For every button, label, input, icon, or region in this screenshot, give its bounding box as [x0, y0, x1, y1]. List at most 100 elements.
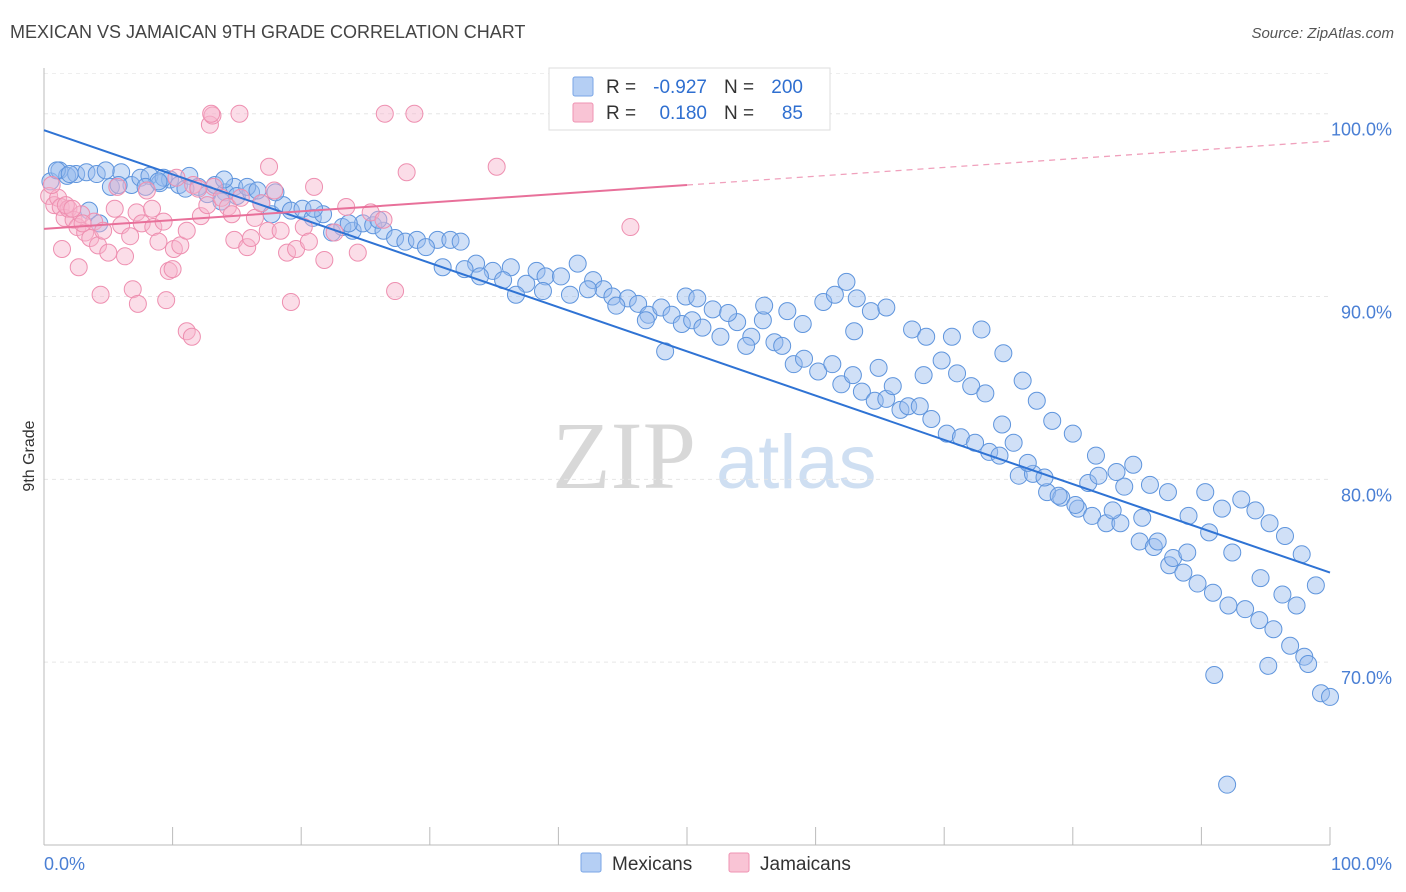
mexican-point	[861, 302, 880, 321]
watermark-zip: ZIP	[552, 402, 696, 509]
jamaican-point	[127, 203, 146, 222]
jamaican-point	[299, 232, 318, 251]
mexican-point	[753, 311, 772, 330]
mexican-point	[1124, 455, 1143, 474]
mexican-point	[1066, 495, 1085, 514]
mexican-point	[937, 424, 956, 443]
jamaican-point	[123, 280, 142, 299]
mexican-point	[784, 355, 803, 374]
mexican-point	[1043, 411, 1062, 430]
mexican-point	[1218, 775, 1237, 794]
mexican-point	[948, 364, 967, 383]
mexican-point	[1275, 527, 1294, 546]
mexican-point	[238, 177, 257, 196]
mexican-point	[603, 287, 622, 306]
chart-title: MEXICAN VS JAMAICAN 9TH GRADE CORRELATIO…	[10, 22, 525, 42]
mexican-point	[533, 282, 552, 301]
mexican-point	[1089, 466, 1108, 485]
mexican-point	[60, 165, 79, 184]
mexican-point	[1205, 665, 1224, 684]
jamaican-point	[182, 327, 201, 346]
legend-n-label: N =	[724, 103, 754, 124]
jamaican-point	[128, 294, 147, 313]
jamaican-point	[222, 205, 241, 224]
mexican-point	[607, 296, 626, 315]
jamaican-point	[69, 258, 88, 277]
jamaican-point	[63, 199, 82, 218]
mexican-point	[1086, 446, 1105, 465]
mexican-point	[1306, 576, 1325, 595]
mexican-point	[386, 229, 405, 248]
mexican-point	[1259, 656, 1278, 675]
mexican-point	[58, 166, 77, 185]
mexican-point	[1103, 501, 1122, 520]
mexican-point	[1246, 501, 1265, 520]
y-axis-label: 9th Grade	[21, 420, 38, 491]
bottom-legend-swatch-mexicans	[580, 852, 602, 873]
mexican-point	[662, 305, 681, 324]
mexican-point	[1264, 620, 1283, 639]
jamaican-point	[198, 196, 217, 215]
jamaican-point	[487, 157, 506, 176]
mexican-point	[428, 230, 447, 249]
jamaican-point	[163, 260, 182, 279]
bottom-legend-mexicans: Mexicans	[612, 854, 692, 875]
y-tick-label: 80.0%	[1341, 485, 1392, 505]
mexican-point	[1203, 583, 1222, 602]
mexican-point	[1004, 433, 1023, 452]
axes	[43, 68, 1331, 846]
y-tick-label: 100.0%	[1331, 120, 1392, 140]
jamaican-point	[40, 186, 59, 205]
mexican-point	[728, 313, 747, 332]
jamaican-point	[271, 221, 290, 240]
mexican-point	[1321, 687, 1339, 706]
mexican-point	[1063, 424, 1082, 443]
legend: R = -0.927 N = 200 R = 0.180 N = 85	[548, 67, 831, 131]
jamaican-trend-line	[43, 184, 688, 230]
jamaican-point	[191, 207, 210, 226]
mexican-point	[1212, 499, 1231, 518]
trend-lines	[43, 129, 1331, 574]
bottom-legend-jamaicans: Jamaicans	[760, 854, 851, 875]
mexican-point	[636, 311, 655, 330]
mexican-point	[993, 415, 1012, 434]
mexican-point	[451, 232, 470, 251]
mexican-point	[932, 351, 951, 370]
mexican-point	[825, 285, 844, 304]
jamaican-point	[265, 181, 284, 200]
jamaican-point	[281, 293, 300, 312]
mexican-point	[396, 232, 415, 251]
jamaican-point	[278, 243, 297, 262]
legend-r-value: -0.927	[653, 77, 707, 98]
y-tick-label: 90.0%	[1341, 303, 1392, 323]
legend-n-label: N =	[724, 77, 754, 98]
jamaican-point	[94, 221, 113, 240]
mexican-point	[1250, 611, 1269, 630]
mexican-point	[877, 298, 896, 317]
bottom-legend-swatch-jamaicans	[728, 852, 750, 873]
jamaican-point	[252, 194, 271, 213]
mexican-point	[942, 327, 961, 346]
jamaican-point	[397, 163, 416, 182]
mexican-point	[837, 272, 856, 291]
x-tick-label-max: 100.0%	[1331, 854, 1392, 874]
jamaican-point	[242, 229, 261, 248]
mexican-point	[778, 302, 797, 321]
mexican-point	[1009, 466, 1028, 485]
jamaican-point	[149, 232, 168, 251]
mexican-trend-line	[43, 129, 1331, 574]
mexican-point	[773, 336, 792, 355]
mexican-point	[568, 254, 587, 273]
mexican-point	[1107, 463, 1126, 482]
mexican-point	[1196, 483, 1215, 502]
mexican-point	[823, 355, 842, 374]
mexican-point	[551, 267, 570, 286]
mexican-point	[755, 296, 774, 315]
legend-r-label: R =	[606, 103, 636, 124]
mexican-point	[416, 238, 435, 257]
mexican-point	[1133, 508, 1152, 527]
mexican-point	[527, 261, 546, 280]
mexican-point	[584, 271, 603, 290]
mexican-point	[809, 362, 828, 381]
